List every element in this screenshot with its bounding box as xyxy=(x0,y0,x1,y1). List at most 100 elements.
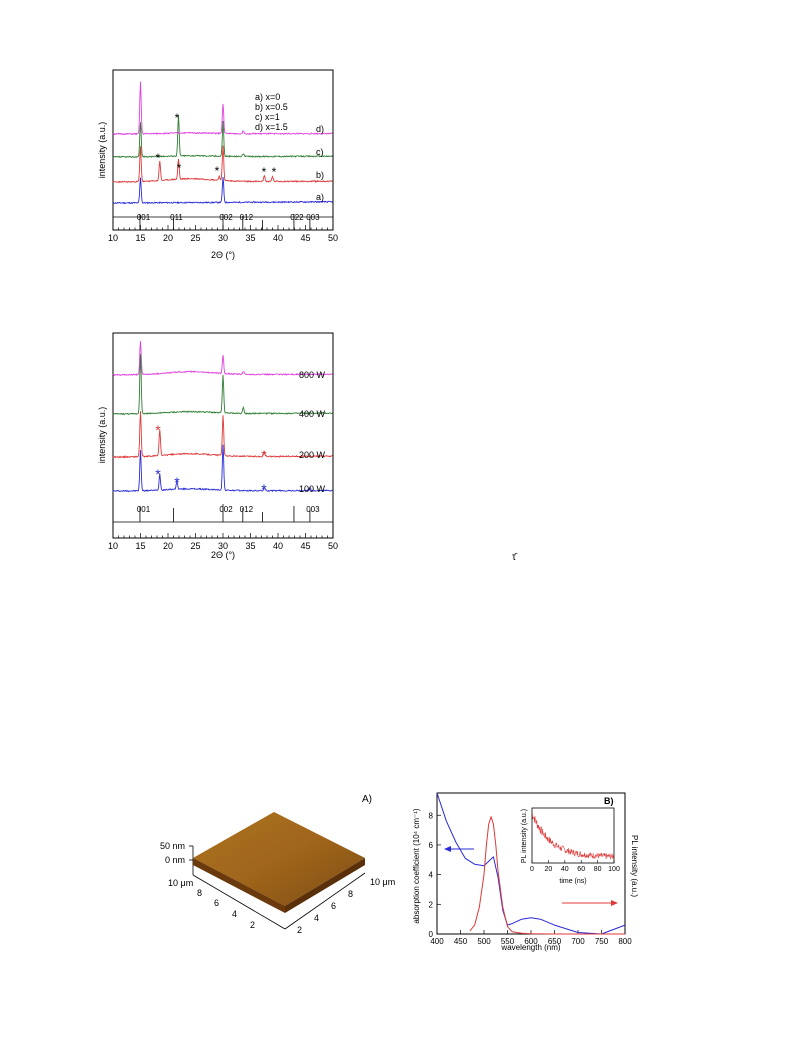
power-label-400: 400 W xyxy=(299,409,326,419)
panel-label: A) xyxy=(362,794,372,805)
inset-x-tick-label: 100 xyxy=(608,866,620,873)
power-label-100: 100 W xyxy=(299,484,326,494)
x-axis-label: 10 μm xyxy=(370,877,395,887)
hkl-label: 002 xyxy=(219,505,233,514)
x-tick-label: 550 xyxy=(501,937,515,946)
y-tick-label: 8 xyxy=(429,811,434,820)
pl-decay-line xyxy=(531,812,615,860)
series-line-4 xyxy=(112,81,333,136)
stray-mark: τ̄ xyxy=(512,552,518,563)
x-axis-label: 2Θ (°) xyxy=(211,250,235,260)
afm-surface-edge xyxy=(285,858,365,913)
y-tick-label: 2 xyxy=(429,900,434,909)
reference-markers xyxy=(139,504,311,522)
inset-x-tick-label: 80 xyxy=(594,866,602,873)
x-tick-label: 35 xyxy=(245,541,255,551)
series-line-absorption xyxy=(436,792,626,935)
x-axis-ticks: 10 15 20 25 30 35 40 45 50 xyxy=(108,225,338,243)
x-tick-label: 800 xyxy=(618,937,632,946)
x-tick-label: 8 xyxy=(348,889,353,899)
y-axis-label: intensity (a.u.) xyxy=(97,122,107,179)
series-lines xyxy=(112,81,333,205)
x-tick-label: 15 xyxy=(135,541,145,551)
curve-label-b: b) xyxy=(316,170,324,180)
x-tick-label: 30 xyxy=(218,233,228,243)
x-tick-label: 750 xyxy=(595,937,609,946)
series-line-2 xyxy=(112,354,333,416)
x-tick-label: 45 xyxy=(300,233,310,243)
impurity-marker: * xyxy=(261,481,267,497)
hkl-label: 012 xyxy=(240,213,254,222)
y-tick-label: 4 xyxy=(429,871,434,880)
afm-surface-edge xyxy=(193,858,285,913)
x-tick-label: 30 xyxy=(218,541,228,551)
x-axis-ticks: 400 450 500 550 600 650 700 750 800 xyxy=(430,930,632,946)
x-tick-label: 600 xyxy=(524,937,538,946)
hkl-label: 001 xyxy=(137,213,151,222)
x-tick-label: 2 xyxy=(297,925,302,935)
y-axis-ticks: 0 2 4 6 8 xyxy=(429,811,441,939)
series-line-pl xyxy=(469,816,625,935)
hkl-labels: 001 011 002 012 022 003 xyxy=(137,213,320,222)
impurity-marker: * xyxy=(262,165,267,179)
series-line-3 xyxy=(112,411,333,459)
y-axis-edge xyxy=(192,874,286,930)
y-tick-label: 4 xyxy=(232,909,237,919)
series-line-1 xyxy=(112,177,333,205)
x-tick-label: 700 xyxy=(571,937,585,946)
hkl-label: 022 xyxy=(290,213,304,222)
x-tick-label: 450 xyxy=(454,937,468,946)
xrd-figure-composition: 10 15 20 25 30 35 40 45 50 001 011 002 012 022 003 **… xyxy=(97,69,338,260)
impurity-marker: * xyxy=(155,466,161,482)
impurity-marker: * xyxy=(177,161,182,175)
z-tick-label: 0 nm xyxy=(165,855,185,865)
x-tick-label: 35 xyxy=(245,233,255,243)
legend-entry-a: a) x=0 xyxy=(255,92,280,102)
x-tick-label: 40 xyxy=(273,541,283,551)
absorption-pl-figure: 400 450 500 550 600 650 700 750 800 0 2 4 6 8 0 20 40 6… xyxy=(412,792,639,952)
hkl-label: 003 xyxy=(306,505,320,514)
pl-decay-inset: 0 20 40 60 80 100 xyxy=(530,812,620,873)
x-tick-label: 25 xyxy=(190,233,200,243)
hkl-label: 001 xyxy=(137,505,151,514)
y-tick-label: 2 xyxy=(250,920,255,930)
impurity-marker: * xyxy=(215,164,220,178)
hkl-label: 003 xyxy=(306,213,320,222)
x-tick-label: 50 xyxy=(328,233,338,243)
legend-entry-d: d) x=1.5 xyxy=(255,122,288,132)
x-tick-label: 650 xyxy=(548,937,562,946)
x-tick-label: 45 xyxy=(300,541,310,551)
impurity-marker: * xyxy=(261,447,267,463)
inset-x-tick-label: 40 xyxy=(561,866,569,873)
y-tick-label: 0 xyxy=(429,930,434,939)
arrow-head-icon xyxy=(444,846,451,852)
x-tick-label: 15 xyxy=(135,233,145,243)
y-axis-label: 10 μm xyxy=(168,878,193,888)
y-tick-label: 6 xyxy=(429,841,434,850)
impurity-marker: * xyxy=(174,474,180,490)
y-tick-label: 6 xyxy=(214,898,219,908)
series-lines xyxy=(436,792,626,935)
x-tick-label: 20 xyxy=(163,541,173,551)
arrow-head-icon xyxy=(611,900,618,906)
y-axis-label-left: absorption coefficient (10⁴ cm⁻¹) xyxy=(412,808,421,923)
x-axis-edge xyxy=(284,872,366,930)
series-line-1 xyxy=(112,341,333,377)
series-line-2 xyxy=(112,145,333,184)
impurity-marker: * xyxy=(272,165,277,179)
y-axis-label: intensity (a.u.) xyxy=(97,407,107,464)
legend-entry-b: b) x=0.5 xyxy=(255,102,288,112)
power-label-200: 200 W xyxy=(299,450,326,460)
y-tick-label: 8 xyxy=(197,888,202,898)
series-line-4 xyxy=(112,444,333,493)
hkl-label: 002 xyxy=(219,213,233,222)
panel-label: B) xyxy=(604,796,614,806)
x-tick-label: 10 xyxy=(108,541,118,551)
x-tick-label: 10 xyxy=(108,233,118,243)
inset-x-label: time (ns) xyxy=(559,878,586,885)
x-tick-label: 400 xyxy=(430,937,444,946)
x-tick-label: 40 xyxy=(273,233,283,243)
inset-y-label: PL intensity (a.u.) xyxy=(521,809,528,863)
x-axis-label: 2Θ (°) xyxy=(211,550,235,560)
power-label-800: 800 W xyxy=(299,370,326,380)
